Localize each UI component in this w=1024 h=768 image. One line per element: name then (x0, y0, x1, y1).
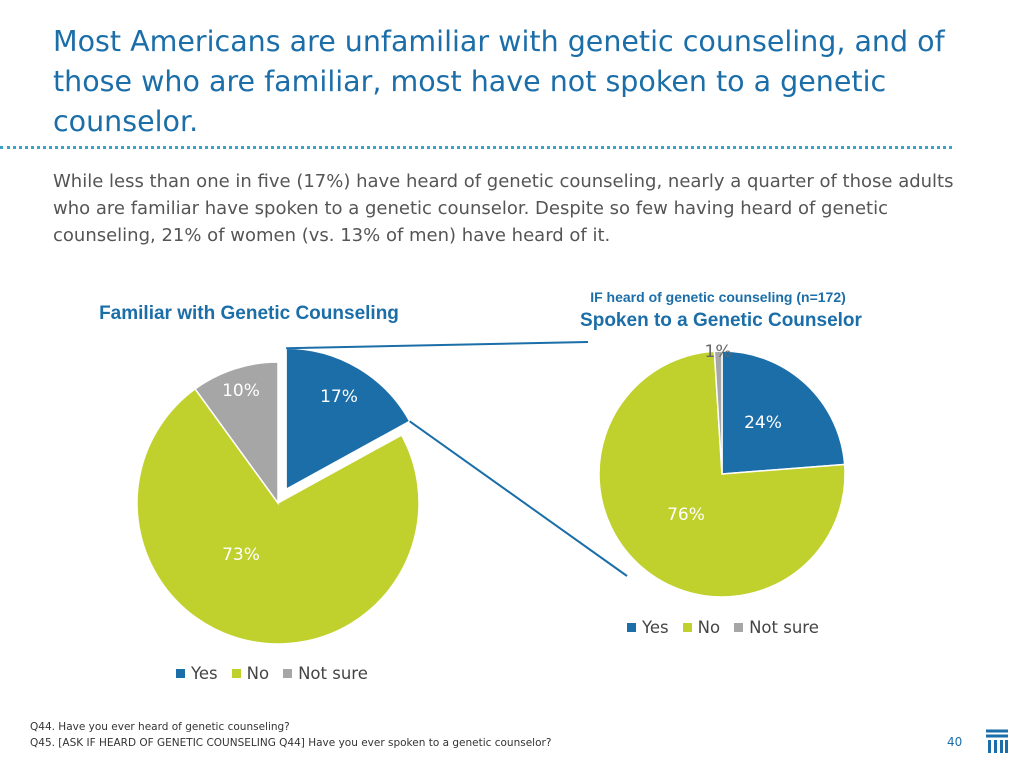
pie2-label-yes: 24% (744, 413, 782, 433)
legend-label-not-sure: Not sure (298, 664, 368, 683)
footnote-q44: Q44. Have you ever heard of genetic coun… (30, 721, 290, 733)
legend-swatch-not-sure (734, 623, 744, 632)
pie2-slice-yes (721, 350, 846, 475)
pie2-slice-no (598, 350, 846, 598)
connector-line-bottom (409, 420, 628, 577)
legend-swatch-no (682, 623, 692, 632)
legend-label-yes: Yes (642, 618, 669, 637)
legend-label-no: No (697, 618, 721, 637)
footnote-q45: Q45. [ASK IF HEARD OF GENETIC COUNSELING… (30, 737, 552, 749)
chart1-legend: Yes No Not sure (176, 664, 382, 683)
pie2-label-not-sure: 1% (705, 342, 732, 362)
slide-subtitle: While less than one in five (17%) have h… (53, 171, 954, 246)
chart2-title: Spoken to a Genetic Counselor (580, 310, 862, 331)
legend-label-yes: Yes (191, 664, 218, 683)
title-divider (0, 146, 952, 149)
legend-swatch-not-sure (283, 669, 293, 678)
slide-title: Most Americans are unfamiliar with genet… (53, 25, 945, 138)
pie1-label-not-sure: 10% (222, 381, 260, 401)
pie1-label-no: 73% (222, 545, 260, 565)
pie2-label-no: 76% (667, 505, 705, 525)
legend-item-no: No (231, 664, 270, 683)
page-number: 40 (947, 735, 963, 749)
legend-swatch-no (231, 669, 241, 678)
chart1-title: Familiar with Genetic Counseling (99, 303, 399, 324)
chart2-subtitle: IF heard of genetic counseling (n=172) (590, 289, 846, 305)
legend-item-not-sure: Not sure (283, 664, 368, 683)
legend-item-yes: Yes (627, 618, 669, 637)
connector-line-top (286, 341, 589, 350)
legend-swatch-yes (176, 669, 185, 678)
chart-connector-lines (286, 341, 628, 577)
legend-item-not-sure: Not sure (734, 618, 819, 637)
legend-label-no: No (246, 664, 270, 683)
pie-chart-familiar: 17% 73% 10% (136, 347, 420, 645)
legend-item-yes: Yes (176, 664, 218, 683)
legend-label-not-sure: Not sure (749, 618, 819, 637)
pie2-slice-not-sure (713, 350, 723, 475)
chart2-legend: Yes No Not sure (627, 618, 833, 637)
legend-item-no: No (682, 618, 721, 637)
pie-chart-spoken: 24% 76% 1% (598, 342, 846, 598)
company-logo-icon (984, 727, 1010, 755)
pie1-slice-not-sure (194, 361, 279, 506)
legend-swatch-yes (627, 623, 636, 632)
pie1-label-yes: 17% (320, 387, 358, 407)
pie1-slice-no (136, 387, 420, 645)
